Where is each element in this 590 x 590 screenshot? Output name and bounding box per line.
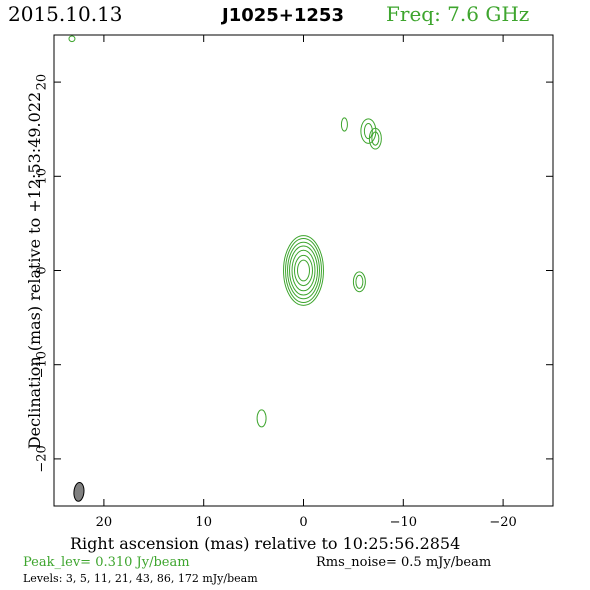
- x-tick-label: 20: [96, 515, 113, 530]
- beam-ellipse: [73, 481, 85, 502]
- y-tick-label: 0: [35, 266, 50, 274]
- contour: [289, 245, 318, 296]
- y-axis-label: Declination (mas) relative to +12:53:49.…: [25, 92, 44, 449]
- y-tick-label: 10: [35, 168, 50, 185]
- x-tick-label: 0: [299, 515, 307, 530]
- y-tick-label: 20: [35, 74, 50, 91]
- contour: [285, 237, 322, 304]
- peak-level: Peak_lev= 0.310 Jy/beam: [23, 555, 190, 570]
- contour: [363, 123, 373, 140]
- contour: [297, 259, 310, 282]
- frequency-label: Freq: 7.6 GHz: [386, 2, 530, 26]
- contour: [352, 271, 366, 293]
- contour: [360, 118, 377, 144]
- observation-date: 2015.10.13: [8, 2, 123, 26]
- contour: [371, 131, 380, 146]
- plot-frame: [53, 34, 554, 507]
- contour: [368, 127, 382, 150]
- rms-noise: Rms_noise= 0.5 mJy/beam: [316, 555, 492, 570]
- y-tick-label: −20: [35, 445, 50, 472]
- x-tick-label: −20: [489, 515, 516, 530]
- x-axis-label: Right ascension (mas) relative to 10:25:…: [70, 534, 461, 553]
- source-name: J1025+1253: [222, 5, 344, 26]
- contour: [256, 409, 267, 428]
- contour: [355, 274, 364, 289]
- contour: [283, 235, 324, 306]
- x-tick-label: 10: [195, 515, 212, 530]
- contour: [340, 117, 348, 132]
- contour: [68, 35, 76, 43]
- contour: [294, 254, 313, 287]
- contour: [291, 249, 316, 292]
- contour-levels: Levels: 3, 5, 11, 21, 43, 86, 172 mJy/be…: [23, 572, 258, 585]
- x-tick-label: −10: [390, 515, 417, 530]
- y-tick-label: −10: [35, 351, 50, 378]
- contour: [287, 241, 320, 300]
